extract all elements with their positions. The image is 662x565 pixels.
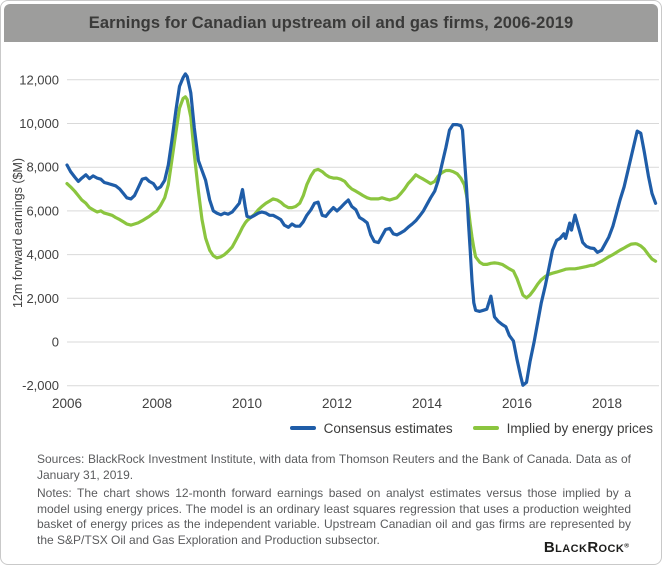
- brand-letters: LACK: [555, 543, 588, 555]
- y-axis-label: 12m forward earnings ($M): [11, 158, 25, 308]
- chart-line-implied: [65, 95, 658, 300]
- legend-item-consensus: Consensus estimates: [289, 420, 453, 436]
- chart-legend: Consensus estimates Implied by energy pr…: [289, 419, 653, 437]
- y-tick-label: 4,000: [26, 247, 59, 262]
- x-tick-label: 2018: [592, 396, 622, 411]
- page-title: Earnings for Canadian upstream oil and g…: [88, 13, 574, 32]
- x-tick-label: 2008: [142, 396, 172, 411]
- chart-line-consensus: [65, 72, 658, 387]
- notes-text: Notes: The chart shows 12-month forward …: [37, 486, 631, 547]
- blackrock-logo: BLACKROCK®: [544, 539, 629, 556]
- legend-label-implied: Implied by energy prices: [506, 420, 653, 436]
- y-tick-label: 0: [52, 335, 59, 350]
- implied-line-swatch-icon: [472, 425, 499, 431]
- y-tick-label: 8,000: [26, 160, 59, 175]
- chart-canvas: -2,000 0 2,000 4,000 6,000 8,000 10,000 12,000 2…: [11, 72, 659, 411]
- x-tick-label: 2016: [502, 396, 532, 411]
- brand-letter: R: [587, 539, 599, 556]
- y-tick-label: -2,000: [22, 378, 59, 393]
- title-bar: Earnings for Canadian upstream oil and g…: [4, 4, 658, 42]
- x-tick-label: 2006: [52, 396, 82, 411]
- chart-area: -2,000 0 2,000 4,000 6,000 8,000 10,000 12,000 2…: [1, 56, 661, 418]
- consensus-line-swatch-icon: [289, 425, 316, 431]
- y-tick-label: 12,000: [19, 72, 59, 87]
- y-tick-label: 10,000: [19, 116, 59, 131]
- y-tick-label: 2,000: [26, 291, 59, 306]
- x-tick-label: 2012: [322, 396, 352, 411]
- footer-notes-block: Sources: BlackRock Investment Institute,…: [37, 452, 631, 552]
- legend-label-consensus: Consensus estimates: [323, 420, 453, 436]
- legend-item-implied: Implied by energy prices: [472, 420, 653, 436]
- registered-mark: ®: [624, 542, 629, 550]
- y-tick-label: 6,000: [26, 203, 59, 218]
- sources-text: Sources: BlackRock Investment Institute,…: [37, 452, 631, 482]
- x-tick-label: 2010: [232, 396, 262, 411]
- brand-letters: OCK: [598, 543, 625, 555]
- brand-letter: B: [543, 539, 556, 556]
- x-tick-label: 2014: [412, 396, 443, 411]
